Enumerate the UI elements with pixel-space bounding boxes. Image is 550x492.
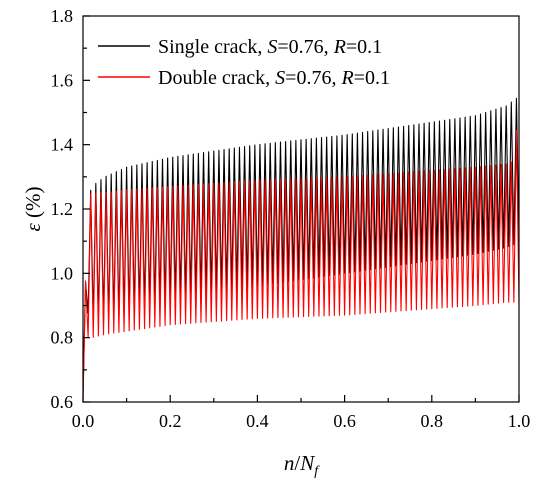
series-line-double-crack — [82, 129, 520, 403]
legend: Single crack, S=0.76, R=0.1 Double crack… — [98, 36, 390, 89]
legend-label-double-crack: Double crack, S=0.76, R=0.1 — [158, 67, 390, 89]
x-tick-label: 0.4 — [246, 411, 269, 431]
y-tick-label: 1.4 — [51, 135, 74, 155]
y-tick-label: 1.0 — [51, 263, 74, 283]
y-tick-label: 1.8 — [51, 6, 74, 26]
ticks-layer: 0.0 0.2 0.4 0.6 0.8 1.0 0.6 0.8 1.0 1.2 1.4 1.6 1.8 — [51, 6, 531, 431]
x-tick-label: 0.2 — [159, 411, 182, 431]
y-tick-label: 1.6 — [51, 70, 74, 90]
x-tick-label: 0.8 — [421, 411, 444, 431]
x-axis-label: n/Nf — [284, 451, 320, 479]
x-tick-label: 1.0 — [508, 411, 531, 431]
y-tick-label: 1.2 — [51, 199, 74, 219]
x-tick-label: 0.0 — [72, 411, 95, 431]
y-tick-label: 0.8 — [51, 328, 74, 348]
legend-label-single-crack: Single crack, S=0.76, R=0.1 — [158, 36, 382, 58]
series-layer — [82, 97, 520, 403]
x-tick-label: 0.6 — [333, 411, 356, 431]
y-axis-label: ε (%) — [21, 186, 45, 231]
y-tick-label: 0.6 — [51, 392, 74, 412]
